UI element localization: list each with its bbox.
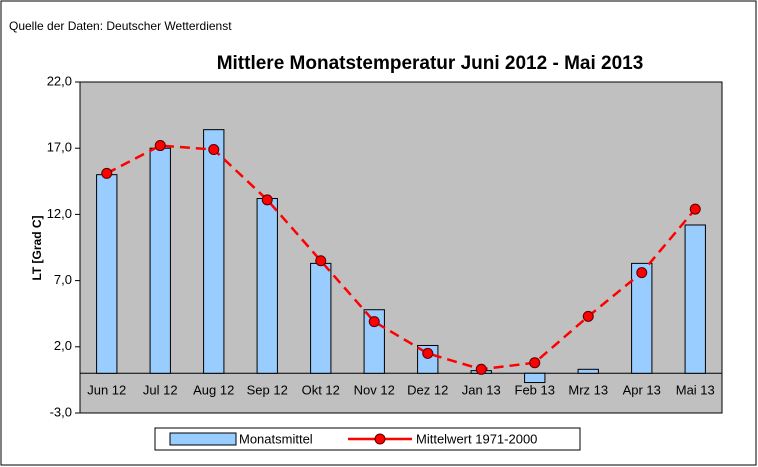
y-tick-label: -3,0 <box>50 404 72 419</box>
line-marker <box>154 140 166 152</box>
line-marker <box>529 357 541 369</box>
x-tick-label: Aug 12 <box>193 383 234 398</box>
y-tick-label: 22,0 <box>47 73 72 88</box>
line-marker <box>261 194 273 206</box>
x-tick-label: Dez 12 <box>407 383 448 398</box>
bar <box>310 262 332 374</box>
x-tick-label: Mrz 13 <box>568 383 608 398</box>
bar <box>577 368 599 374</box>
line-marker <box>315 255 327 267</box>
plot-area <box>79 81 723 414</box>
bar <box>149 147 171 374</box>
legend-label: Monatsmittel <box>239 431 313 446</box>
x-tick-label: Jun 12 <box>87 383 126 398</box>
bar <box>524 372 546 384</box>
bar <box>203 129 225 374</box>
legend-swatch <box>169 432 237 446</box>
line-marker <box>368 316 380 328</box>
legend-swatch <box>374 433 386 445</box>
chart-title: Mittlere Monatstemperatur Juni 2012 - Ma… <box>217 53 644 74</box>
legend-label: Mittelwert 1971-2000 <box>416 431 537 446</box>
bar <box>256 198 278 374</box>
line <box>106 144 697 371</box>
y-tick-label: 7,0 <box>54 272 72 287</box>
x-tick-label: Feb 13 <box>515 383 555 398</box>
line-marker <box>208 144 220 156</box>
y-axis-label: LT [Grad C] <box>30 215 44 280</box>
line-marker <box>636 267 648 279</box>
line-marker <box>101 167 113 179</box>
source-note: Quelle der Daten: Deutscher Wetterdienst <box>9 19 232 33</box>
x-tick-label: Jul 12 <box>143 383 178 398</box>
bar <box>631 262 653 374</box>
line-marker <box>422 347 434 359</box>
y-tick-label: 12,0 <box>47 206 72 221</box>
bar <box>684 224 706 374</box>
x-tick-label: Sep 12 <box>247 383 288 398</box>
y-tick-label: 2,0 <box>54 338 72 353</box>
x-tick-label: Mai 13 <box>676 383 715 398</box>
line-marker <box>689 203 701 215</box>
bar <box>96 174 118 374</box>
x-tick-label: Okt 12 <box>302 383 340 398</box>
x-tick-label: Apr 13 <box>623 383 661 398</box>
x-tick-label: Nov 12 <box>354 383 395 398</box>
line-marker <box>582 310 594 322</box>
y-tick-label: 17,0 <box>47 140 72 155</box>
x-tick-label: Jan 13 <box>462 383 501 398</box>
line-marker <box>475 363 487 375</box>
